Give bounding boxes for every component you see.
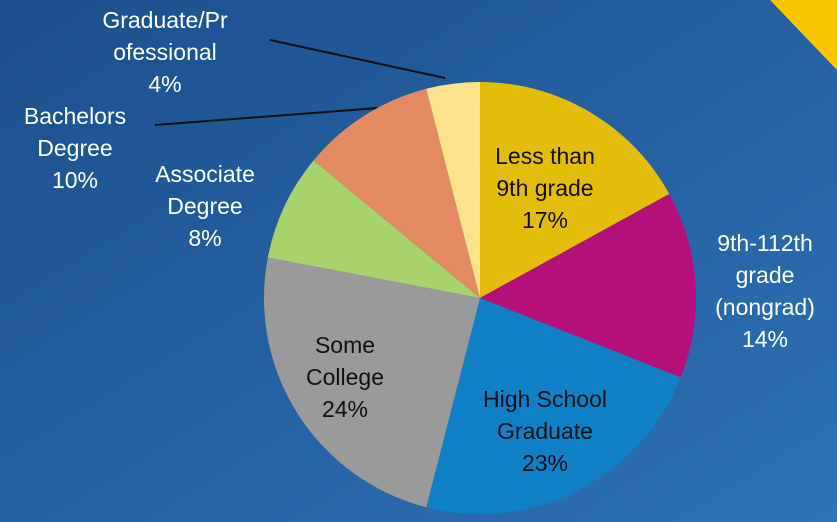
value-label: 4% xyxy=(148,71,181,97)
pie-slice xyxy=(313,88,480,298)
value-label: 23% xyxy=(522,450,568,476)
value-label: 14% xyxy=(742,326,788,352)
slice-label: Less than 9th grade xyxy=(495,143,595,201)
pie-slice xyxy=(264,257,480,508)
pie-slice xyxy=(480,193,696,378)
slice-label: Associate Degree xyxy=(155,161,255,219)
slice-label: 9th-112th grade (nongrad) xyxy=(715,230,815,320)
pie-slice xyxy=(426,298,681,514)
pie-slice xyxy=(480,82,670,298)
slice-label: Graduate/Pr ofessional xyxy=(102,7,228,65)
slice-label: Some College xyxy=(306,332,384,390)
pie-slice xyxy=(267,160,480,298)
leader-line xyxy=(269,39,446,79)
value-label: 17% xyxy=(522,207,568,233)
value-label: 24% xyxy=(322,396,368,422)
corner-decoration xyxy=(770,0,837,70)
slice-label: Bachelors Degree xyxy=(24,103,126,161)
value-label: 10% xyxy=(52,167,98,193)
pie-slice xyxy=(426,82,480,298)
value-label: 8% xyxy=(188,225,221,251)
slice-label: High School Graduate xyxy=(483,386,607,444)
leader-line xyxy=(154,107,379,126)
